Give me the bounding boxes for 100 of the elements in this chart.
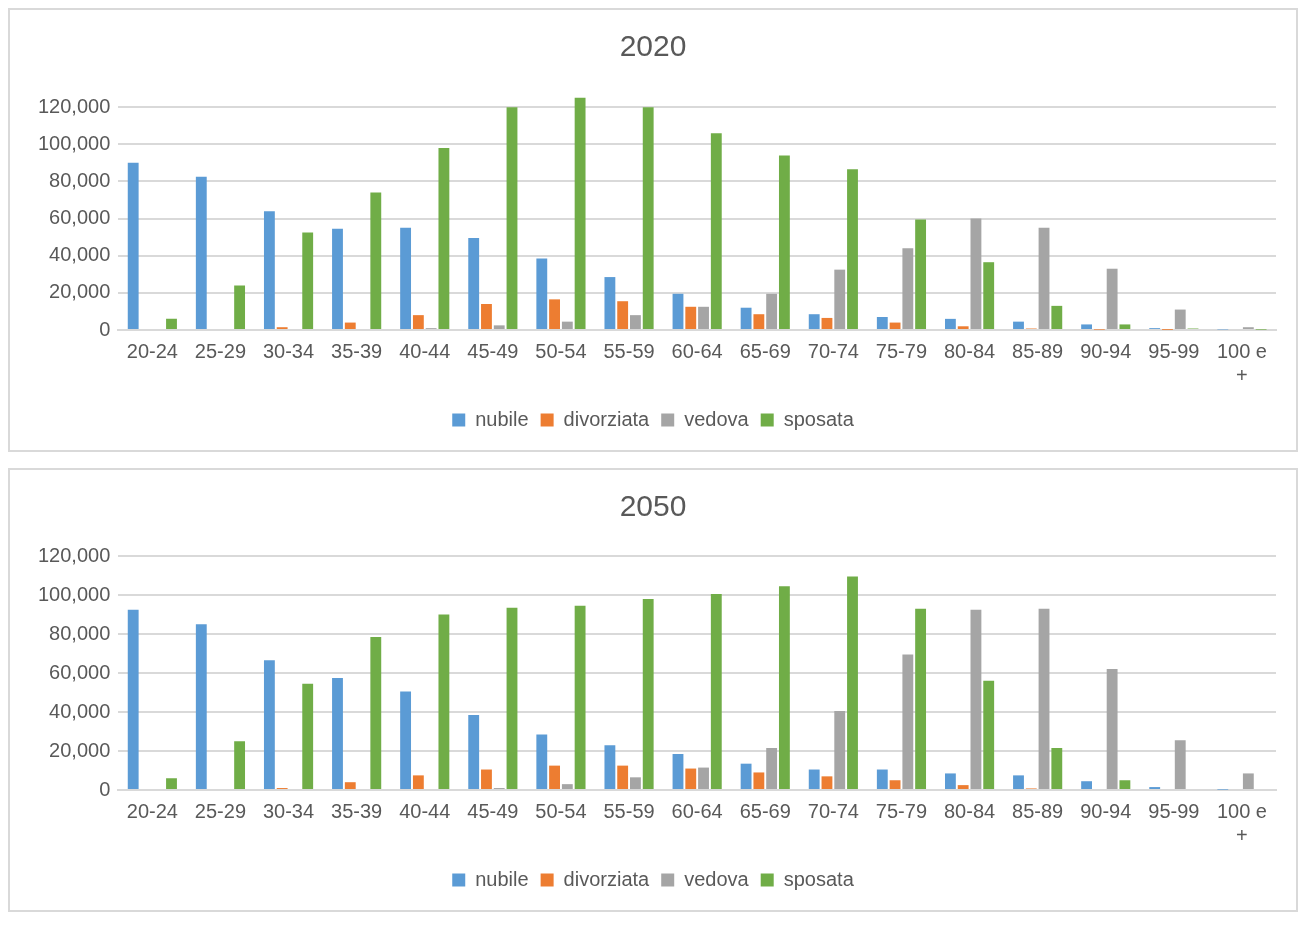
bar <box>630 315 641 329</box>
x-tick-label: 75-79 <box>875 799 928 822</box>
bar <box>468 238 480 329</box>
bar <box>561 784 573 789</box>
x-tick-label: 70-74 <box>807 339 859 362</box>
bar <box>263 660 275 789</box>
bar <box>1119 324 1131 329</box>
bar <box>876 317 888 329</box>
bar <box>902 654 914 789</box>
x-tick-label: 90-94 <box>1080 799 1132 822</box>
bar <box>710 594 722 789</box>
bar <box>778 586 790 789</box>
y-tick-label: 100,000 <box>38 131 111 154</box>
bar <box>1119 780 1131 789</box>
bar <box>1051 748 1063 789</box>
bar <box>438 148 450 329</box>
x-tick-label: 35-39 <box>331 799 383 822</box>
bar <box>370 636 382 789</box>
bar <box>740 763 752 789</box>
bar <box>944 318 956 329</box>
bar <box>370 192 382 329</box>
legend-label: divorziata <box>563 407 651 430</box>
bar <box>617 765 629 789</box>
bar <box>766 748 778 789</box>
x-tick-label: 100 e + <box>1216 799 1267 846</box>
x-tick-label: 40-44 <box>399 339 451 362</box>
x-tick-label: 65-69 <box>739 339 791 362</box>
bar <box>821 317 833 329</box>
chart-title: 2050 <box>619 489 687 523</box>
bar <box>1081 324 1093 329</box>
bar <box>915 608 927 789</box>
x-tick-label: 85-89 <box>1012 339 1064 362</box>
bar <box>536 734 548 789</box>
bar <box>834 711 846 789</box>
x-tick-label: 50-54 <box>535 339 587 362</box>
x-tick-label: 95-99 <box>1148 339 1200 362</box>
x-tick-label: 25-29 <box>194 339 247 362</box>
bar <box>970 218 982 329</box>
bar <box>400 691 412 789</box>
x-tick-label: 30-34 <box>262 339 315 362</box>
bar <box>642 598 654 789</box>
bar <box>166 318 177 329</box>
legend-label: divorziata <box>563 867 651 890</box>
bar <box>127 609 139 789</box>
bar <box>1081 781 1093 789</box>
x-tick-label: 75-79 <box>875 339 928 362</box>
bar <box>166 778 177 789</box>
x-tick-label: 65-69 <box>739 799 791 822</box>
x-tick-label: 60-64 <box>671 799 723 822</box>
bar <box>672 293 684 329</box>
y-tick-label: 20,000 <box>49 738 111 761</box>
bar <box>847 169 858 329</box>
bar <box>127 162 139 329</box>
bar <box>506 607 518 789</box>
bar <box>1013 775 1024 789</box>
bar <box>983 680 995 789</box>
bar <box>847 576 858 789</box>
bar <box>468 714 480 789</box>
y-tick-label: 40,000 <box>49 243 111 266</box>
bar <box>808 314 820 329</box>
bar <box>536 258 548 329</box>
x-tick-label: 35-39 <box>331 339 383 362</box>
bar <box>195 176 207 329</box>
bar <box>944 773 956 789</box>
bar <box>195 624 207 789</box>
bar <box>332 228 343 329</box>
x-tick-label: 20-24 <box>126 799 178 822</box>
x-tick-label: 30-34 <box>262 799 315 822</box>
bar <box>617 301 629 329</box>
x-tick-label: 90-94 <box>1080 339 1132 362</box>
bar <box>234 285 246 329</box>
bar <box>302 683 314 789</box>
legend-label: nubile <box>475 867 529 890</box>
bar <box>698 306 709 329</box>
bar <box>915 219 927 329</box>
bar <box>685 306 697 329</box>
y-tick-label: 60,000 <box>49 206 111 229</box>
x-tick-label: 70-74 <box>807 799 859 822</box>
y-tick-label: 20,000 <box>49 280 111 303</box>
bar <box>481 304 492 329</box>
bar <box>1013 321 1024 329</box>
bar <box>834 269 846 329</box>
y-tick-label: 120,000 <box>38 543 111 566</box>
x-tick-label: 20-24 <box>126 339 178 362</box>
bar <box>574 605 586 789</box>
bar <box>778 155 790 329</box>
bar <box>1038 608 1050 789</box>
bar <box>672 753 684 789</box>
bar <box>1106 669 1118 789</box>
bar <box>1106 268 1118 329</box>
legend-label: sposata <box>783 407 855 430</box>
bar <box>753 772 765 789</box>
legend-label: sposata <box>783 867 855 890</box>
bar <box>438 614 450 789</box>
y-tick-label: 0 <box>99 777 111 800</box>
bar <box>957 785 969 789</box>
bar <box>630 777 641 789</box>
bar <box>506 107 518 329</box>
bar <box>740 307 752 329</box>
y-tick-label: 120,000 <box>38 94 111 117</box>
